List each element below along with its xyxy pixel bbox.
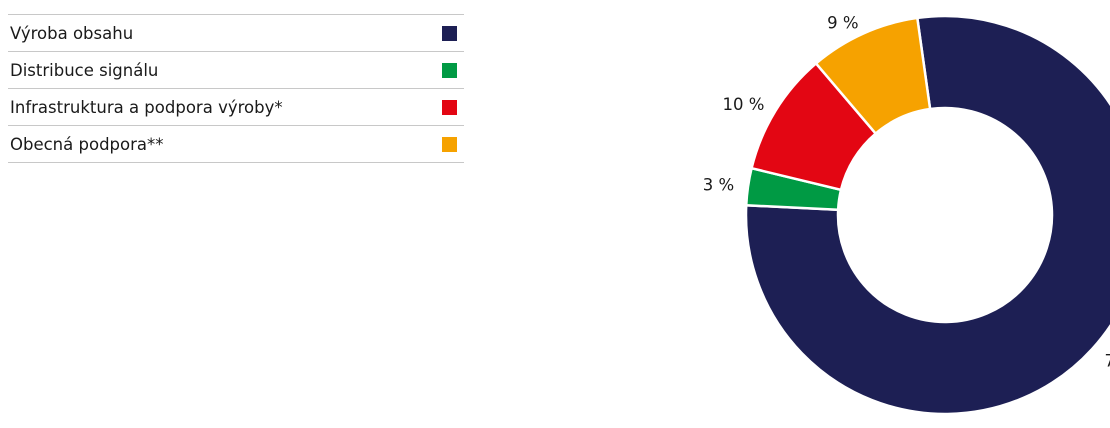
- legend-item-obecna-podpora: Obecná podpora**: [8, 125, 464, 163]
- legend-swatch: [442, 26, 457, 41]
- data-label-obecna-podpora: 9 %: [827, 14, 858, 33]
- legend-label: Distribuce signálu: [10, 60, 159, 80]
- slice-vyroba-obsahu: [744, 14, 1110, 416]
- data-label-vyroba-obsahu: 78 %: [1105, 352, 1110, 371]
- legend-label: Obecná podpora**: [10, 134, 164, 154]
- legend-swatch: [442, 137, 457, 152]
- legend-label: Infrastruktura a podpora výroby*: [10, 97, 283, 117]
- legend-item-infrastruktura: Infrastruktura a podpora výroby*: [8, 88, 464, 125]
- data-label-infrastruktura: 10 %: [723, 95, 765, 114]
- data-label-distribuce-signalu: 3 %: [703, 176, 734, 195]
- legend-swatch: [442, 63, 457, 78]
- slice-obecna-podpora: [814, 16, 932, 136]
- legend-label: Výroba obsahu: [10, 23, 134, 43]
- chart-legend: Výroba obsahu Distribuce signálu Infrast…: [8, 14, 464, 163]
- legend-item-distribuce-signalu: Distribuce signálu: [8, 51, 464, 88]
- legend-swatch: [442, 100, 457, 115]
- legend-item-vyroba-obsahu: Výroba obsahu: [8, 14, 464, 51]
